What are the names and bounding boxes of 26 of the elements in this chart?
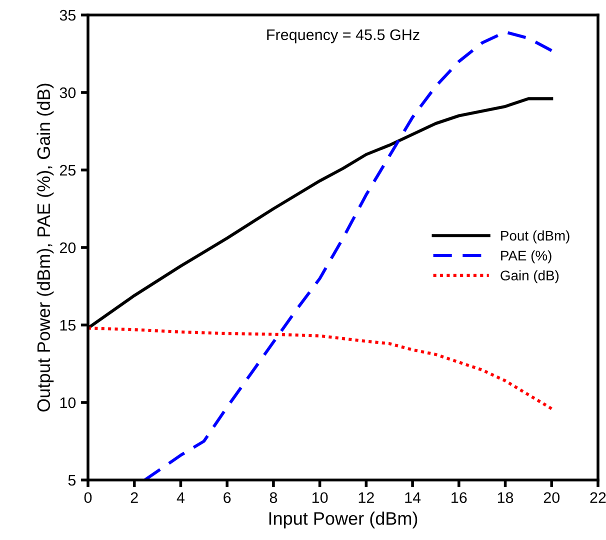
x-tick-label: 18 <box>498 492 514 504</box>
x-tick-label: 6 <box>224 492 231 504</box>
y-tick-label: 5 <box>68 475 76 486</box>
x-tick-label: 4 <box>176 492 185 503</box>
x-tick-label: 22 <box>590 492 606 503</box>
y-tick-label: 25 <box>60 164 76 176</box>
x-tick-label: 16 <box>452 492 467 504</box>
annotation: Frequency = 45.5 GHz <box>267 29 420 44</box>
x-tick-label: 12 <box>358 492 374 503</box>
x-axis-title: Input Power (dBm) <box>269 512 418 528</box>
y-tick-label: 15 <box>60 320 76 331</box>
x-tick-label: 10 <box>312 492 328 504</box>
x-tick-label: 0 <box>84 492 92 504</box>
legend-label: Pout (dBm) <box>501 230 570 244</box>
x-tick-label: 14 <box>405 492 421 503</box>
y-tick-label: 30 <box>60 87 76 98</box>
x-tick-label: 2 <box>130 492 138 503</box>
y-axis-title: Output Power (dBm), PAE (%), Gain (dB) <box>36 84 54 412</box>
x-tick-label: 8 <box>270 492 278 504</box>
y-tick-label: 35 <box>60 10 76 21</box>
line-series <box>88 326 554 410</box>
x-tick-label: 20 <box>544 492 560 504</box>
y-tick-label: 20 <box>60 242 76 254</box>
legend-label: Gain (dB) <box>500 270 559 284</box>
y-tick-label: 10 <box>60 397 76 408</box>
legend-label: PAE (%) <box>501 250 552 264</box>
